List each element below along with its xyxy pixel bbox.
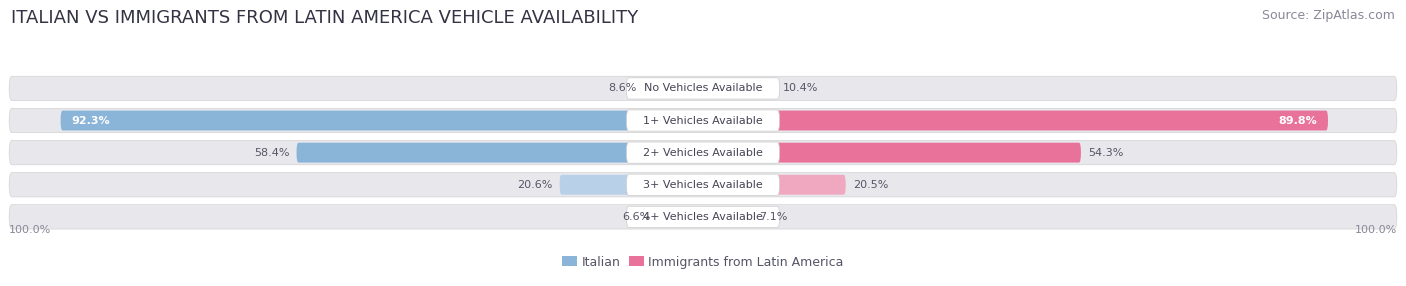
FancyBboxPatch shape [627,78,779,99]
Text: 54.3%: 54.3% [1088,148,1123,158]
FancyBboxPatch shape [703,207,752,227]
FancyBboxPatch shape [703,78,775,98]
FancyBboxPatch shape [8,172,1398,197]
Text: 6.6%: 6.6% [621,212,650,222]
Legend: Italian, Immigrants from Latin America: Italian, Immigrants from Latin America [562,255,844,269]
FancyBboxPatch shape [627,174,779,195]
Text: 4+ Vehicles Available: 4+ Vehicles Available [643,212,763,222]
FancyBboxPatch shape [627,142,779,163]
Text: 20.5%: 20.5% [852,180,889,190]
Text: No Vehicles Available: No Vehicles Available [644,84,762,94]
FancyBboxPatch shape [8,108,1398,133]
FancyBboxPatch shape [627,110,779,131]
Text: 8.6%: 8.6% [607,84,636,94]
FancyBboxPatch shape [560,175,703,195]
FancyBboxPatch shape [643,78,703,98]
Text: 7.1%: 7.1% [759,212,787,222]
FancyBboxPatch shape [627,206,779,227]
FancyBboxPatch shape [297,143,703,162]
FancyBboxPatch shape [703,175,845,195]
Text: 92.3%: 92.3% [72,116,110,126]
Text: 20.6%: 20.6% [517,180,553,190]
FancyBboxPatch shape [8,76,1398,101]
Text: 1+ Vehicles Available: 1+ Vehicles Available [643,116,763,126]
Text: 89.8%: 89.8% [1279,116,1317,126]
FancyBboxPatch shape [8,140,1398,165]
Text: 3+ Vehicles Available: 3+ Vehicles Available [643,180,763,190]
FancyBboxPatch shape [8,205,1398,229]
FancyBboxPatch shape [657,207,703,227]
Text: ITALIAN VS IMMIGRANTS FROM LATIN AMERICA VEHICLE AVAILABILITY: ITALIAN VS IMMIGRANTS FROM LATIN AMERICA… [11,9,638,27]
FancyBboxPatch shape [703,143,1081,162]
Text: 100.0%: 100.0% [8,225,52,235]
FancyBboxPatch shape [703,111,1329,130]
Text: 10.4%: 10.4% [782,84,818,94]
Text: Source: ZipAtlas.com: Source: ZipAtlas.com [1261,9,1395,21]
Text: 100.0%: 100.0% [1354,225,1398,235]
Text: 58.4%: 58.4% [254,148,290,158]
Text: 2+ Vehicles Available: 2+ Vehicles Available [643,148,763,158]
FancyBboxPatch shape [60,111,703,130]
